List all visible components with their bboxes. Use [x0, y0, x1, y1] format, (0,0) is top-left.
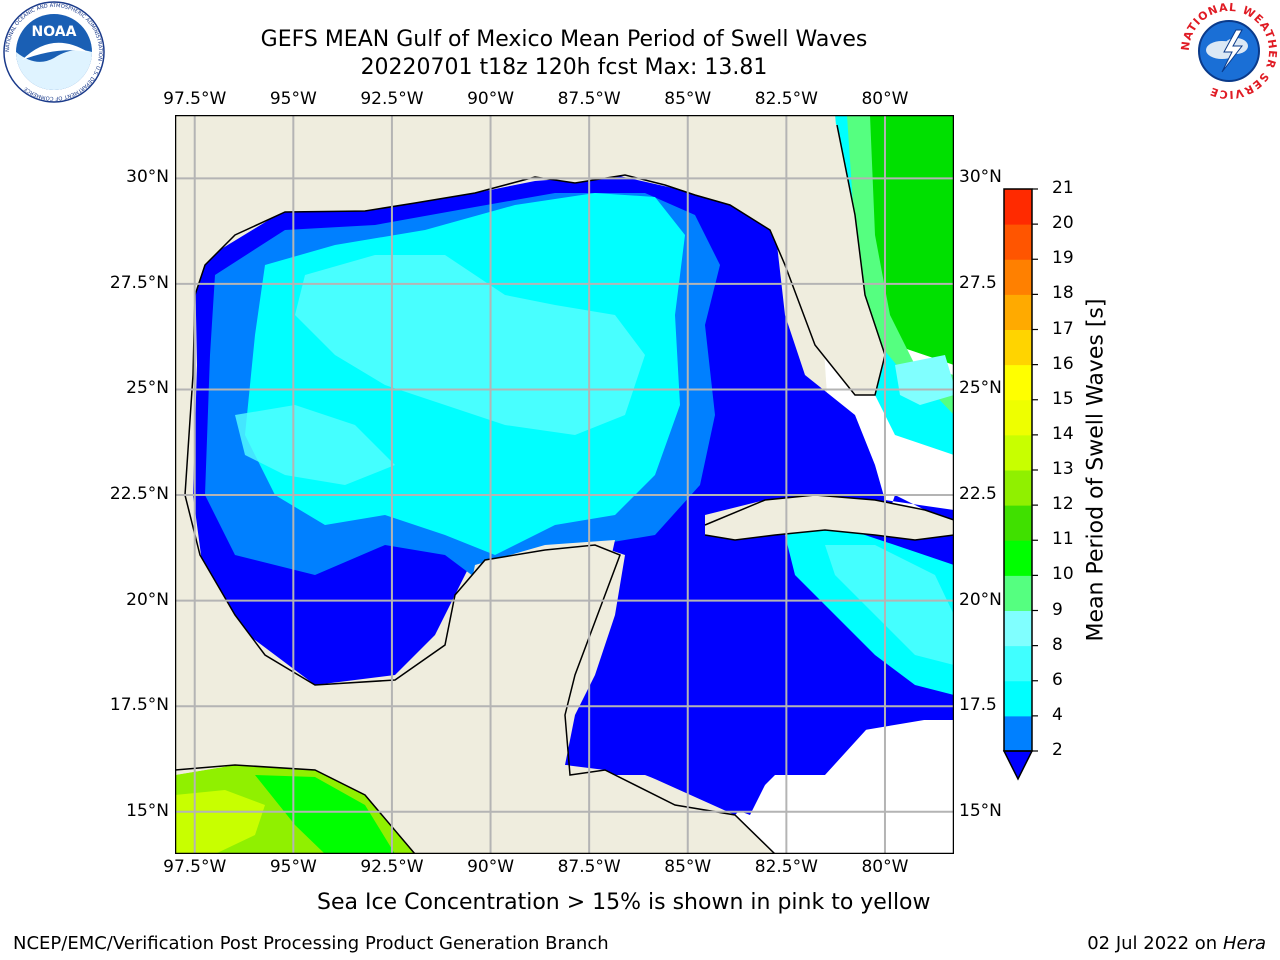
lon-label-bottom: 87.5°W	[557, 857, 621, 877]
colorbar-band-10	[1004, 364, 1032, 401]
colorbar-tick-label: 15	[1052, 388, 1074, 409]
lon-label-bottom: 82.5°W	[754, 857, 818, 877]
colorbar-band-9	[1004, 399, 1032, 436]
colorbar-tick-label: 13	[1052, 459, 1074, 479]
noaa-logo: NOAA NATIONAL OCEANIC AND ATMOSPHERIC AD…	[3, 1, 105, 103]
land-florida	[720, 115, 885, 395]
lon-label-bottom: 97.5°W	[163, 857, 227, 877]
lon-label-bottom: 95°W	[269, 857, 317, 877]
colorbar-band-5	[1004, 540, 1032, 576]
colorbar-tick-label: 11	[1052, 529, 1074, 550]
footer-date: 02 Jul 2022 on Hera	[1087, 933, 1266, 954]
lat-label-left: 20°N	[126, 589, 169, 610]
lon-label-top: 85°W	[664, 89, 712, 109]
colorbar-band-14	[1004, 224, 1032, 260]
chart-subtitle-run: 20220701 t18z 120h fcst Max: 13.81	[360, 55, 768, 80]
lat-label-left: 27.5°N	[109, 272, 169, 293]
chart-title: GEFS MEAN Gulf of Mexico Mean Period of …	[260, 27, 868, 52]
coastline-cuba	[704, 494, 954, 541]
coastline-gulf	[194, 124, 886, 396]
colorbar-tick-label: 8	[1052, 634, 1063, 655]
colorbar-title: Mean Period of Swell Waves [s]	[1083, 298, 1109, 642]
lon-label-top: 87.5°W	[557, 89, 621, 109]
lat-label-left: 30°N	[126, 167, 169, 188]
colorbar-tick-label: 10	[1052, 564, 1074, 585]
lon-label-bottom: 90°W	[467, 857, 515, 877]
lat-label-left: 25°N	[126, 378, 169, 399]
colorbar-tick-label: 17	[1052, 318, 1074, 339]
colorbar-tick-label: 16	[1052, 353, 1074, 374]
land-yucatan	[465, 540, 615, 715]
lon-label-top: 82.5°W	[754, 89, 818, 109]
colorbar-tick-label: 19	[1052, 248, 1074, 269]
colorbar	[1002, 188, 1038, 781]
land-cuba	[705, 495, 954, 540]
map-plot	[175, 115, 954, 854]
lon-label-top: 90°W	[467, 89, 515, 109]
colorbar-tick-label: 2	[1052, 740, 1063, 760]
footer-host: Hera	[1222, 933, 1266, 954]
lat-label-left: 17.5°N	[109, 695, 169, 716]
colorbar-band-7	[1004, 470, 1032, 506]
colorbar-band-13	[1004, 259, 1032, 295]
colorbar-band-6	[1004, 505, 1032, 541]
footer-branch: NCEP/EMC/Verification Post Processing Pr…	[13, 933, 609, 954]
colorbar-band-1	[1004, 680, 1032, 717]
map-frame	[175, 115, 954, 854]
lat-label-right: 25°N	[959, 378, 1002, 399]
colorbar-band-12	[1004, 294, 1032, 330]
nws-logo: NATIONAL WEATHER SERVICE	[1179, 1, 1278, 101]
colorbar-tick-label: 14	[1052, 423, 1074, 444]
lon-label-bottom: 80°W	[861, 857, 909, 877]
lon-label-top: 95°W	[269, 89, 317, 109]
colorbar-band-8	[1004, 434, 1032, 471]
colorbar-band-15	[1004, 189, 1032, 225]
lat-label-right: 22.5	[959, 484, 997, 505]
colorbar-band-11	[1004, 329, 1032, 366]
colorbar-tick-label: 4	[1052, 704, 1063, 725]
lat-label-right: 15°N	[959, 800, 1002, 821]
lat-label-right: 17.5	[959, 695, 997, 716]
colorbar-extend-triangle	[1002, 750, 1034, 781]
lon-label-bottom: 92.5°W	[360, 857, 424, 877]
lon-label-top: 80°W	[861, 89, 909, 109]
colorbar-tick-label: 6	[1052, 669, 1063, 690]
noaa-logo-text: NOAA	[32, 24, 77, 40]
colorbar-band-3	[1004, 610, 1032, 647]
lon-label-top: 97.5°W	[163, 89, 227, 109]
map-grid	[175, 115, 954, 854]
footer-date-text: 02 Jul 2022 on	[1087, 933, 1223, 954]
colorbar-tick-label: 21	[1052, 178, 1074, 198]
colorbar-tick-label: 12	[1052, 494, 1074, 515]
colorbar-band-2	[1004, 645, 1032, 682]
lat-label-right: 30°N	[959, 167, 1002, 188]
lat-label-right: 27.5	[959, 272, 997, 293]
colorbar-tick-label: 9	[1052, 599, 1063, 620]
lon-label-bottom: 85°W	[664, 857, 712, 877]
lat-label-left: 15°N	[126, 800, 169, 821]
lon-label-top: 92.5°W	[360, 89, 424, 109]
lat-label-right: 20°N	[959, 589, 1002, 610]
coastline-mexico	[184, 294, 776, 854]
coastline-pacific	[175, 764, 416, 854]
lat-label-left: 22.5°N	[109, 484, 169, 505]
colorbar-tick-label: 20	[1052, 213, 1074, 234]
colorbar-tick-label: 18	[1052, 283, 1074, 304]
colorbar-band-4	[1004, 575, 1032, 611]
sea-ice-note: Sea Ice Concentration > 15% is shown in …	[317, 890, 931, 915]
colorbar-band-0	[1004, 715, 1032, 752]
